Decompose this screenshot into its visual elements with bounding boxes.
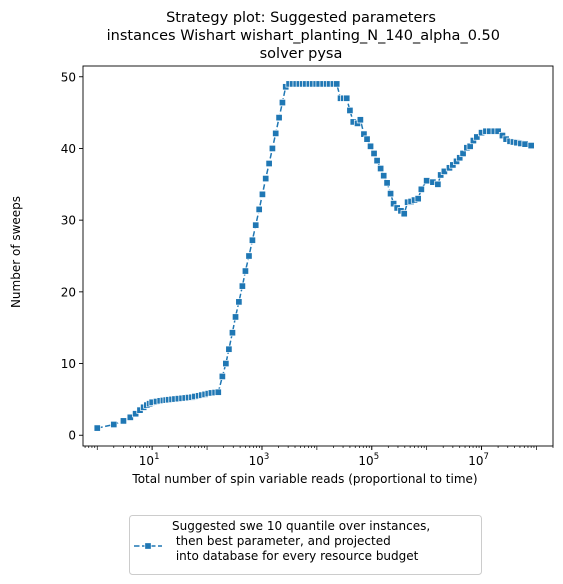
y-tick-label: 0 xyxy=(68,429,76,443)
chart-title-line-1: Strategy plot: Suggested parameters xyxy=(166,10,436,26)
data-point xyxy=(417,185,425,193)
data-point xyxy=(228,329,236,337)
chart-title-line-2: instances Wishart wishart_planting_N_140… xyxy=(102,28,500,44)
data-point xyxy=(370,149,378,158)
data-point xyxy=(214,388,222,396)
data-point xyxy=(278,99,286,107)
data-point xyxy=(383,179,391,187)
legend-series-marker xyxy=(134,542,162,550)
data-point xyxy=(449,161,457,169)
series-line xyxy=(97,83,532,429)
x-tick-label: 103 xyxy=(249,452,270,468)
data-point xyxy=(414,195,422,203)
data-point xyxy=(231,313,240,321)
data-point xyxy=(218,372,226,381)
data-point xyxy=(343,94,351,102)
data-point xyxy=(356,116,364,124)
data-point xyxy=(258,190,266,198)
y-tick-label: 20 xyxy=(61,285,76,299)
y-tick-label: 10 xyxy=(61,357,76,371)
data-point xyxy=(93,424,101,432)
plot-area: 0 10 20 30 40 50 101 103 105 107 xyxy=(61,65,554,468)
y-tick-label: 50 xyxy=(61,70,76,84)
data-point xyxy=(434,180,442,188)
legend-marker xyxy=(144,542,152,550)
data-point xyxy=(268,144,276,153)
data-point xyxy=(275,114,283,122)
data-point xyxy=(346,106,354,115)
data-point xyxy=(119,417,127,425)
data-point xyxy=(272,129,280,137)
data-point xyxy=(521,140,529,148)
data-point xyxy=(423,177,431,185)
y-tick-label: 40 xyxy=(61,142,76,156)
legend-frame xyxy=(129,515,482,575)
x-axis-label: Total number of spin variable reads (pro… xyxy=(131,472,477,486)
data-point xyxy=(262,175,270,183)
data-point xyxy=(248,236,256,244)
legend-series-label: Suggested swe 10 quantile over instances… xyxy=(172,519,430,563)
data-point xyxy=(377,164,385,173)
x-tick-label: 101 xyxy=(139,452,160,468)
x-tick-label: 105 xyxy=(358,452,379,468)
data-point xyxy=(437,171,445,179)
chart-title-line-3: solver pysa xyxy=(260,46,343,62)
data-point xyxy=(235,298,243,306)
data-point xyxy=(245,252,253,260)
plot-frame xyxy=(82,65,554,447)
data-point xyxy=(241,267,249,275)
x-tick-label: 107 xyxy=(468,452,489,468)
data-point xyxy=(252,221,260,229)
data-point xyxy=(494,127,502,135)
data-point xyxy=(265,159,273,168)
data-point xyxy=(373,157,381,165)
data-point xyxy=(400,210,408,218)
data-point xyxy=(225,345,233,353)
legend: Suggested swe 10 quantile over instances… xyxy=(129,515,482,575)
data-point xyxy=(366,142,375,150)
data-point xyxy=(387,190,395,198)
data-point xyxy=(126,413,134,421)
data-point xyxy=(498,131,506,140)
data-point xyxy=(380,172,388,180)
data-point xyxy=(459,149,467,158)
data-point xyxy=(527,142,535,150)
data-point xyxy=(333,80,341,88)
y-axis-label: Number of sweeps xyxy=(9,196,23,308)
data-point xyxy=(238,282,246,290)
data-point xyxy=(255,205,263,213)
data-point xyxy=(473,133,481,141)
data-point xyxy=(222,359,230,368)
data-point xyxy=(132,410,140,418)
y-tick-label: 30 xyxy=(61,214,76,228)
data-point xyxy=(440,167,448,175)
data-point xyxy=(110,420,118,429)
data-point xyxy=(363,135,371,143)
